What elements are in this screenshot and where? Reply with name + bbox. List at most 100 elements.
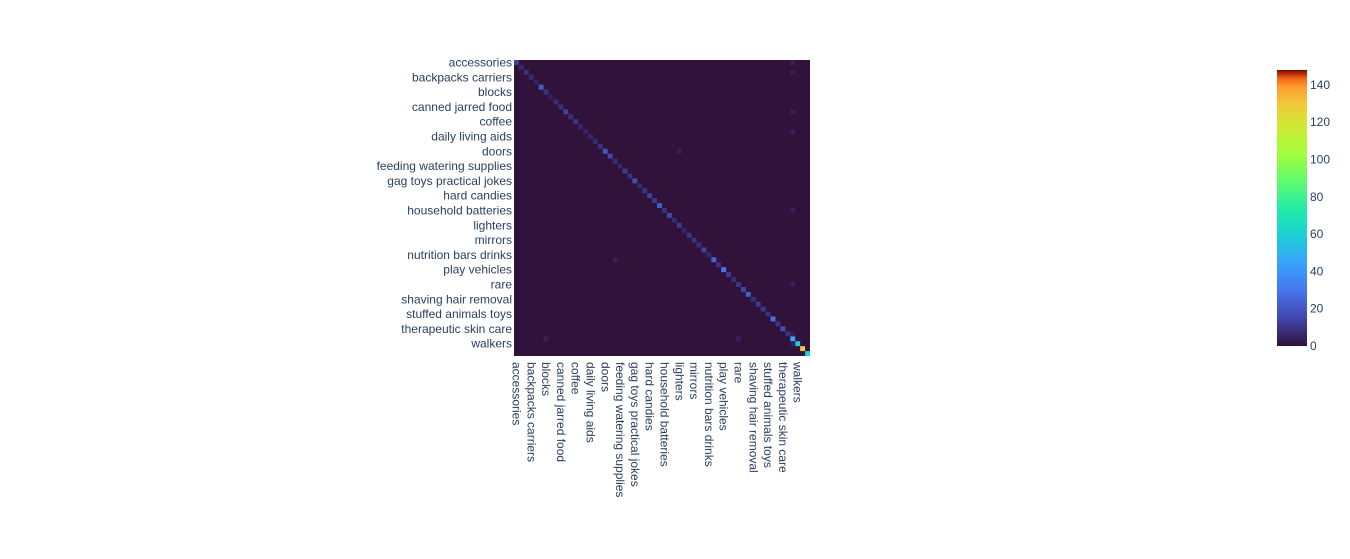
x-tick-label: gag toys practical jokes — [628, 362, 642, 487]
heatmap-cell — [568, 114, 574, 120]
x-tick-label: daily living aids — [583, 362, 597, 443]
heatmap-cell — [736, 282, 741, 287]
heatmap-cell — [765, 311, 771, 317]
heatmap-cell — [657, 203, 662, 208]
heatmap-cell — [726, 272, 732, 278]
heatmap-cell — [790, 208, 796, 213]
y-tick-label: canned jarred food — [412, 100, 512, 114]
y-tick-label: hard candies — [443, 189, 512, 203]
x-tick-label: stuffed animals toys — [761, 362, 775, 468]
x-tick-label: accessories — [509, 362, 523, 425]
heatmap-cell — [642, 188, 648, 194]
heatmap-cell — [760, 306, 766, 312]
heatmap-cell — [543, 89, 549, 95]
heatmap-cell — [736, 336, 741, 342]
heatmap-cell — [666, 212, 672, 218]
heatmap-cell — [558, 104, 564, 110]
x-tick-label: household batteries — [657, 362, 671, 467]
heatmap-cell — [523, 69, 529, 75]
heatmap-cell — [528, 74, 534, 80]
heatmap-cell — [533, 79, 539, 85]
heatmap-cell — [731, 277, 736, 282]
heatmap-cell — [696, 242, 702, 248]
heatmap-cell — [701, 247, 707, 253]
heatmap-cell — [622, 168, 628, 174]
heatmap-cell — [790, 69, 796, 75]
heatmap-cell — [790, 60, 796, 65]
heatmap-cell — [716, 262, 722, 268]
y-tick-label: rare — [491, 277, 513, 291]
y-tick-label: therapeutic skin care — [401, 322, 512, 336]
y-tick-label: stuffed animals toys — [406, 307, 512, 321]
y-tick-label: play vehicles — [443, 263, 512, 277]
heatmap-cell — [627, 173, 633, 179]
heatmap-cell — [543, 336, 549, 342]
heatmap-cell — [691, 237, 697, 243]
y-tick-label: blocks — [478, 85, 512, 99]
x-tick-label: mirrors — [687, 362, 701, 399]
heatmap-cell — [573, 119, 579, 125]
x-tick-label: therapeutic skin care — [776, 362, 790, 473]
heatmap-cell — [775, 321, 781, 327]
colorbar-tick: 40 — [1310, 264, 1324, 278]
heatmap-cell — [597, 143, 603, 149]
colorbar-tick: 120 — [1310, 115, 1330, 129]
heatmap-cell — [637, 183, 643, 189]
heatmap-cell — [676, 148, 682, 154]
heatmap-cell — [662, 208, 667, 213]
heatmap-cell — [518, 64, 524, 70]
heatmap-cell — [602, 148, 608, 154]
heatmap-cell — [548, 94, 554, 100]
x-tick-label: lighters — [672, 362, 686, 401]
y-tick-label: household batteries — [407, 203, 512, 217]
heatmap-cells — [514, 60, 810, 356]
y-tick-label: mirrors — [475, 233, 512, 247]
colorbar — [1277, 70, 1307, 346]
heatmap-cell — [588, 134, 593, 139]
heatmap-cell — [750, 296, 756, 302]
heatmap-cell — [790, 282, 796, 287]
x-tick-label: backpacks carriers — [524, 362, 538, 462]
heatmap-cell — [790, 341, 796, 347]
heatmap-cell — [795, 341, 801, 347]
heatmap-cell — [583, 129, 588, 134]
colorbar-tick-labels: 0 20 40 60 80 100 120 140 — [1310, 78, 1330, 353]
y-tick-label: feeding watering supplies — [377, 159, 512, 173]
heatmap-cell — [785, 331, 791, 337]
heatmap-cell — [676, 222, 682, 228]
heatmap-cell — [617, 163, 623, 169]
y-tick-label: doors — [482, 144, 512, 158]
heatmap-cell — [706, 252, 712, 258]
x-axis-tick-labels: accessories backpacks carriers blocks canne… — [509, 361, 804, 497]
heatmap-cell — [612, 158, 618, 164]
heatmap-cell — [800, 346, 806, 352]
x-tick-label: coffee — [569, 362, 583, 395]
colorbar-tick: 0 — [1310, 339, 1317, 353]
x-tick-label: shaving hair removal — [746, 362, 760, 473]
heatmap-cell — [578, 124, 584, 130]
y-tick-label: coffee — [480, 115, 513, 129]
x-tick-label: feeding watering supplies — [613, 362, 627, 497]
heatmap-cell — [770, 316, 776, 322]
heatmap-cell — [553, 99, 559, 105]
heatmap-cell — [805, 351, 810, 356]
heatmap-cell — [632, 178, 638, 184]
heatmap-cell — [681, 227, 687, 233]
heatmap-cell — [647, 193, 653, 199]
x-tick-label: hard candies — [643, 362, 657, 431]
heatmap-cell — [612, 257, 618, 263]
y-tick-label: shaving hair removal — [401, 292, 512, 306]
heatmap-cell — [745, 291, 751, 297]
y-tick-label: backpacks carriers — [412, 70, 512, 84]
x-tick-label: blocks — [539, 362, 553, 396]
x-tick-label: rare — [731, 362, 745, 384]
colorbar-tick: 60 — [1310, 227, 1324, 241]
heatmap-cell — [538, 84, 544, 90]
heatmap-cell — [755, 301, 761, 307]
heatmap-cell — [790, 129, 796, 134]
y-tick-label: gag toys practical jokes — [387, 174, 512, 188]
heatmap-cell — [607, 153, 613, 159]
heatmap-cell — [652, 198, 658, 204]
